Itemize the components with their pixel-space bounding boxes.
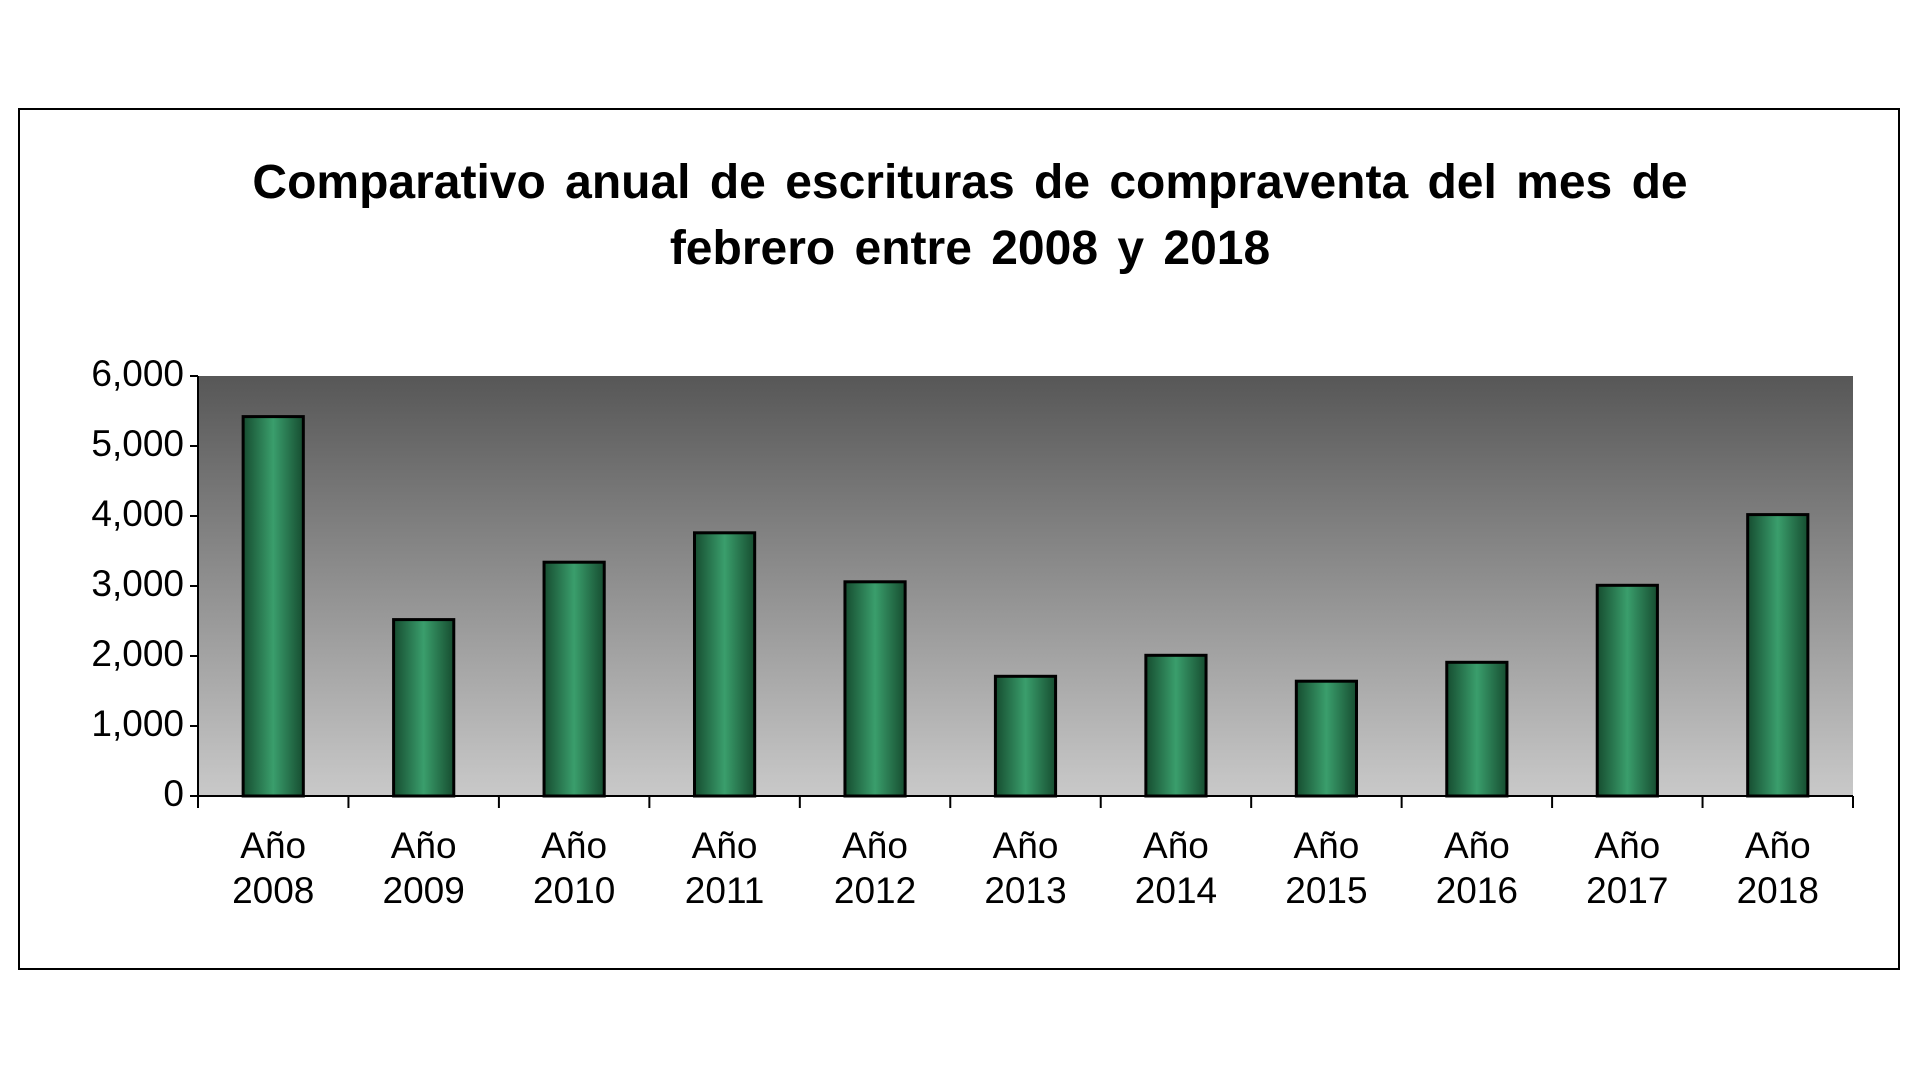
x-tick-label: Año 2010 (533, 825, 615, 911)
x-tick-label: Año 2008 (232, 825, 314, 911)
y-tick-label: 6,000 (91, 353, 184, 394)
bar (1294, 679, 1359, 798)
y-tick-label: 2,000 (91, 633, 184, 674)
y-tick-label: 0 (163, 773, 184, 814)
bar (1144, 653, 1208, 798)
bar (1746, 513, 1810, 798)
x-tick-label: Año 2014 (1135, 825, 1217, 911)
x-tick-label: Año 2017 (1586, 825, 1668, 911)
bar (1595, 583, 1659, 798)
chart-title: Comparativo anual de escrituras de compr… (252, 156, 1688, 275)
bar (993, 674, 1058, 798)
x-tick-label: Año 2011 (685, 825, 765, 911)
y-tick-label: 4,000 (91, 493, 184, 534)
y-tick-label: 5,000 (91, 423, 184, 464)
chart-frame (18, 108, 1900, 970)
bar (843, 580, 907, 798)
bar (1445, 660, 1509, 798)
x-tick-label: Año 2012 (834, 825, 916, 911)
bar (392, 618, 456, 798)
y-tick-label: 3,000 (91, 563, 184, 604)
x-tick-label: Año 2018 (1737, 825, 1819, 911)
x-tick-label: Año 2009 (383, 825, 465, 911)
bar (693, 531, 757, 798)
x-tick-label: Año 2016 (1436, 825, 1518, 911)
y-tick-label: 1,000 (91, 703, 184, 744)
x-tick-label: Año 2015 (1285, 825, 1367, 911)
bar (542, 560, 606, 798)
x-tick-label: Año 2013 (984, 825, 1066, 911)
bar (241, 415, 305, 798)
